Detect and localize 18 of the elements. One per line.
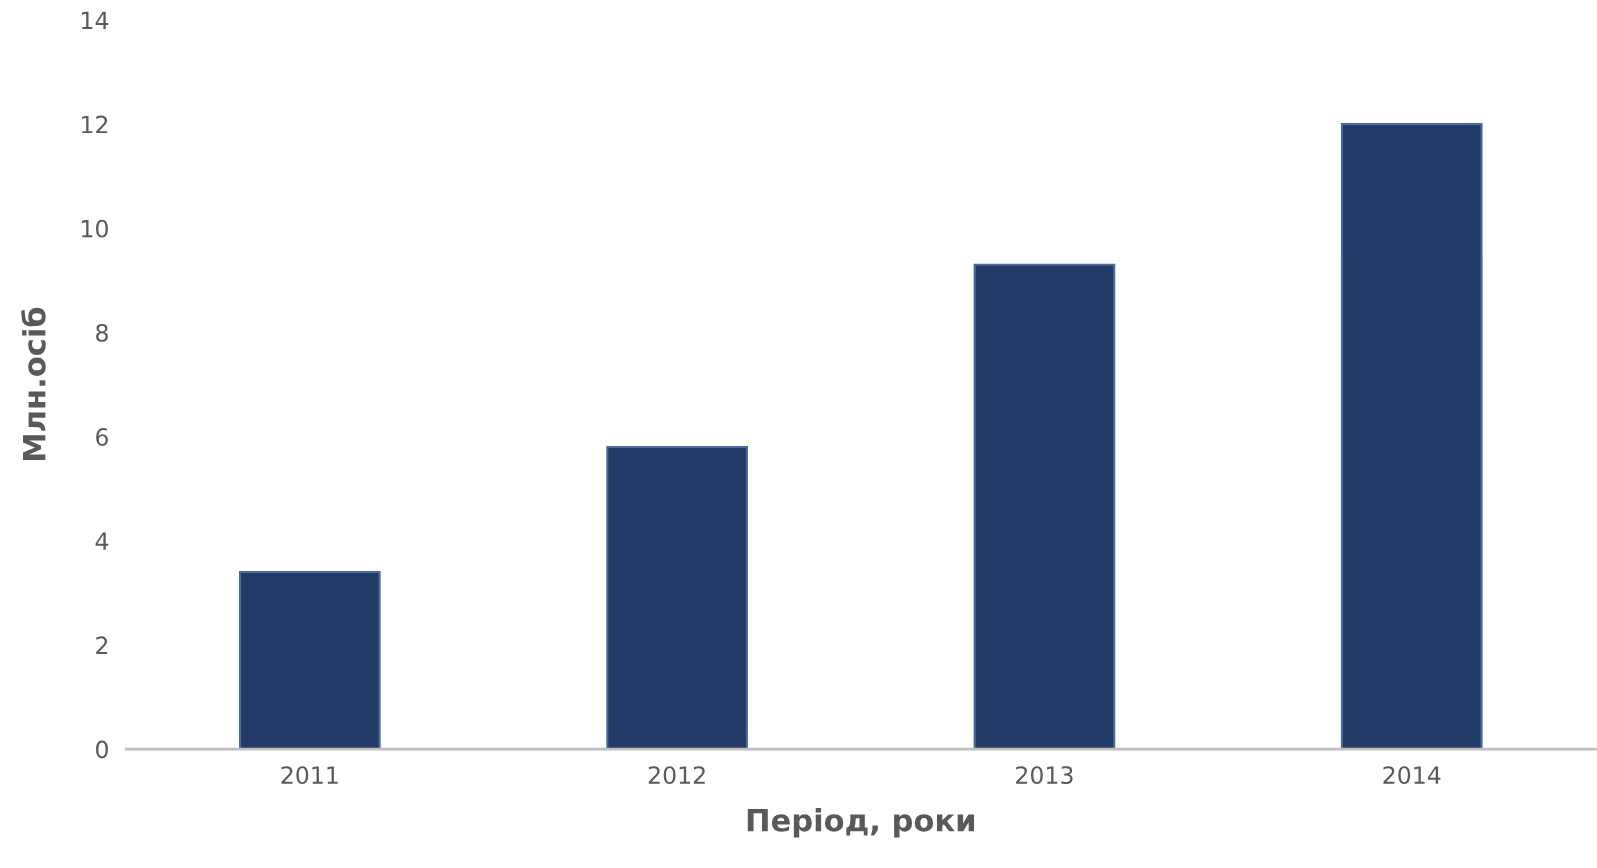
y-tick-label: 8	[96, 323, 108, 342]
y-axis-title: Млн.осіб	[21, 307, 46, 460]
bar	[238, 570, 381, 750]
y-tick-label: 14	[82, 11, 109, 29]
x-tick-label: 2011	[281, 766, 338, 785]
x-axis-title: Період, роки	[747, 808, 974, 838]
y-tick-label: 6	[96, 428, 109, 446]
x-tick-label: 2014	[1383, 766, 1441, 785]
x-tick-label: 2013	[1016, 766, 1073, 785]
bar	[606, 445, 748, 750]
y-tick-label: 2	[96, 636, 108, 654]
bar	[1340, 123, 1483, 750]
y-tick-label: 12	[82, 115, 108, 134]
y-tick-label: 0	[96, 740, 108, 759]
bar	[973, 263, 1116, 750]
x-tick-label: 2012	[648, 766, 705, 785]
y-tick-label: 4	[95, 532, 109, 550]
y-tick-label: 10	[82, 219, 108, 238]
